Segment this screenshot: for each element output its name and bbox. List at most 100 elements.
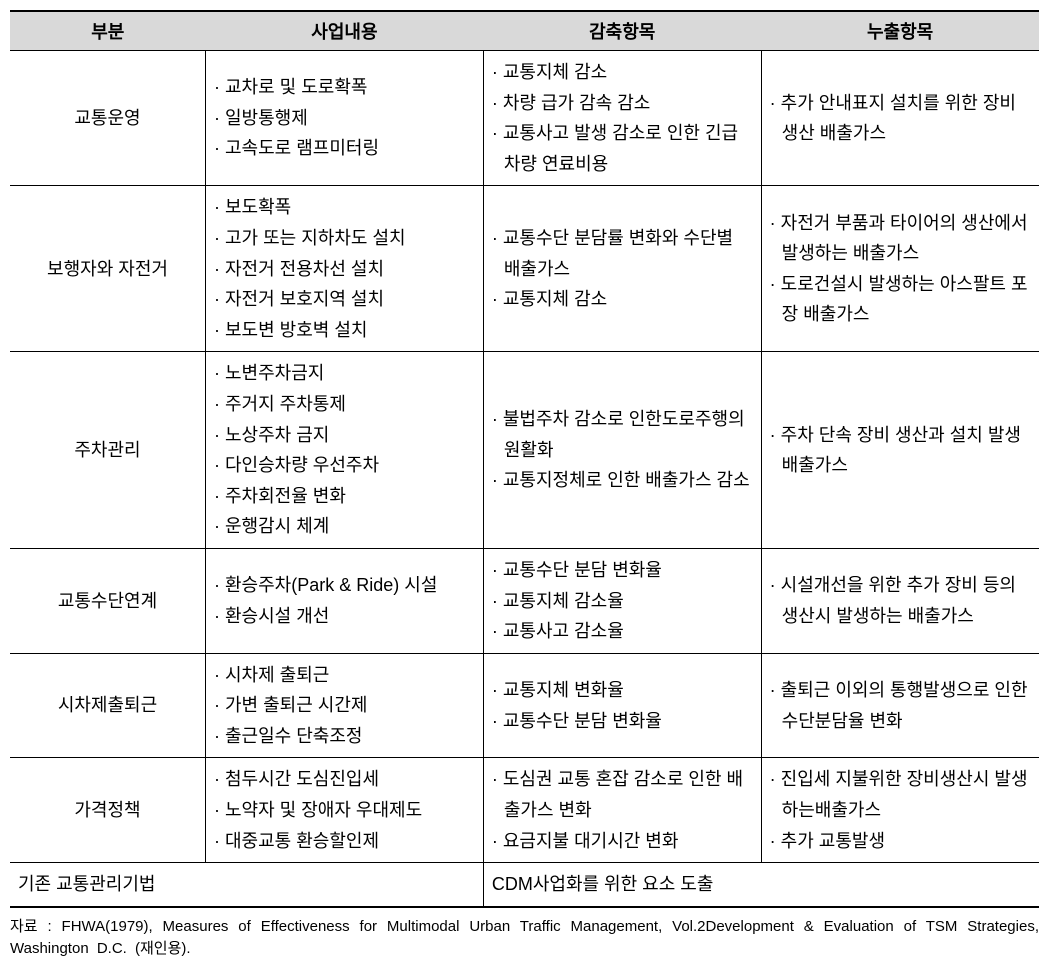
content-text: 보도확폭 — [225, 197, 291, 217]
bullet-icon: · — [770, 93, 781, 113]
content-text: 환승시설 개선 — [225, 606, 329, 626]
content-text: 출근일수 단축조정 — [225, 726, 362, 746]
bullet-icon: · — [492, 62, 503, 82]
reduction-text: 교통지체 변화율 — [503, 680, 624, 700]
content-text: 대중교통 환승할인제 — [225, 831, 379, 851]
content-text: 자전거 전용차선 설치 — [225, 259, 384, 279]
emission-item: · 자전거 부품과 타이어의 생산에서 발생하는 배출가스 — [770, 208, 1031, 269]
category-cell: 시차제출퇴근 — [10, 653, 206, 758]
reduction-item: · 요금지불 대기시간 변화 — [492, 826, 753, 857]
bullet-icon: · — [492, 680, 503, 700]
emission-text: 자전거 부품과 타이어의 생산에서 발생하는 배출가스 — [781, 213, 1028, 264]
content-item: · 시차제 출퇴근 — [214, 660, 475, 691]
content-cell: · 노변주차금지· 주거지 주차통제· 노상주차 금지· 다인승차량 우선주차·… — [206, 352, 484, 549]
content-item: · 노상주차 금지 — [214, 420, 475, 451]
content-item: · 주차회전율 변화 — [214, 481, 475, 512]
header-category: 부분 — [10, 11, 206, 51]
bullet-icon: · — [214, 486, 225, 506]
content-item: · 보도변 방호벽 설치 — [214, 315, 475, 346]
footer-left-cell: 기존 교통관리기법 — [10, 863, 483, 907]
content-text: 노상주차 금지 — [225, 425, 329, 445]
reduction-item: · 교통수단 분담률 변화와 수단별 배출가스 — [492, 223, 753, 284]
content-text: 노약자 및 장애자 우대제도 — [225, 800, 422, 820]
content-item: · 주거지 주차통제 — [214, 389, 475, 420]
emission-cell: · 추가 안내표지 설치를 위한 장비 생산 배출가스 — [761, 51, 1039, 186]
content-item: · 환승시설 개선 — [214, 601, 475, 632]
content-text: 노변주차금지 — [225, 363, 324, 383]
bullet-icon: · — [214, 516, 225, 536]
bullet-icon: · — [492, 621, 503, 641]
bullet-icon: · — [214, 228, 225, 248]
content-text: 일방통행제 — [225, 108, 308, 128]
reduction-text: 교통지정체로 인한 배출가스 감소 — [503, 470, 750, 490]
bullet-icon: · — [214, 320, 225, 340]
bullet-icon: · — [770, 425, 781, 445]
reduction-text: 도심권 교통 혼잡 감소로 인한 배출가스 변화 — [503, 769, 743, 820]
emission-text: 출퇴근 이외의 통행발생으로 인한 수단분담율 변화 — [781, 680, 1028, 731]
content-cell: · 환승주차(Park & Ride) 시설· 환승시설 개선 — [206, 548, 484, 653]
content-text: 시차제 출퇴근 — [225, 665, 329, 685]
reduction-text: 교통지체 감소 — [503, 289, 607, 309]
content-item: · 노약자 및 장애자 우대제도 — [214, 795, 475, 826]
bullet-icon: · — [770, 769, 781, 789]
reduction-item: · 교통수단 분담 변화율 — [492, 706, 753, 737]
footer-right-cell: CDM사업화를 위한 요소 도출 — [483, 863, 1039, 907]
content-text: 환승주차(Park & Ride) 시설 — [225, 575, 437, 595]
bullet-icon: · — [492, 711, 503, 731]
content-text: 고속도로 램프미터링 — [225, 138, 379, 158]
table-row: 가격정책· 첨두시간 도심진입세· 노약자 및 장애자 우대제도· 대중교통 환… — [10, 758, 1039, 863]
header-row: 부분 사업내용 감축항목 누출항목 — [10, 11, 1039, 51]
reduction-text: 요금지불 대기시간 변화 — [503, 831, 679, 851]
bullet-icon: · — [214, 695, 225, 715]
reduction-text: 교통사고 발생 감소로 인한 긴급차량 연료비용 — [503, 123, 738, 174]
content-item: · 다인승차량 우선주차 — [214, 450, 475, 481]
emission-cell: · 시설개선을 위한 추가 장비 등의 생산시 발생하는 배출가스 — [761, 548, 1039, 653]
category-cell: 가격정책 — [10, 758, 206, 863]
bullet-icon: · — [492, 560, 503, 580]
content-item: · 보도확폭 — [214, 192, 475, 223]
bullet-icon: · — [214, 363, 225, 383]
category-cell: 교통수단연계 — [10, 548, 206, 653]
content-text: 주차회전율 변화 — [225, 486, 346, 506]
reduction-text: 교통수단 분담 변화율 — [503, 560, 662, 580]
content-item: · 고가 또는 지하차도 설치 — [214, 223, 475, 254]
bullet-icon: · — [492, 93, 503, 113]
content-text: 다인승차량 우선주차 — [225, 455, 379, 475]
reduction-cell: · 교통지체 감소· 차량 급가 감속 감소· 교통사고 발생 감소로 인한 긴… — [483, 51, 761, 186]
content-cell: · 교차로 및 도로확폭 · 일방통행제· 고속도로 램프미터링 — [206, 51, 484, 186]
reduction-item: · 교통사고 발생 감소로 인한 긴급차량 연료비용 — [492, 118, 753, 179]
bullet-icon: · — [492, 289, 503, 309]
table-row: 교통운영· 교차로 및 도로확폭· 일방통행제· 고속도로 램프미터링· 교통지… — [10, 51, 1039, 186]
reduction-item: · 교통지체 변화율 — [492, 675, 753, 706]
emission-item: · 추가 교통발생 — [770, 826, 1031, 857]
bullet-icon: · — [214, 108, 225, 128]
bullet-icon: · — [492, 409, 503, 429]
emission-item: · 주차 단속 장비 생산과 설치 발생 배출가스 — [770, 420, 1031, 481]
reduction-item: · 교통수단 분담 변화율 — [492, 555, 753, 586]
header-emission: 누출항목 — [761, 11, 1039, 51]
bullet-icon: · — [214, 138, 225, 158]
bullet-icon: · — [214, 394, 225, 414]
header-content: 사업내용 — [206, 11, 484, 51]
reduction-text: 교통수단 분담률 변화와 수단별 배출가스 — [503, 228, 733, 279]
reduction-item: · 차량 급가 감속 감소 — [492, 88, 753, 119]
bullet-icon: · — [214, 726, 225, 746]
content-item: · 운행감시 체계 — [214, 511, 475, 542]
bullet-icon: · — [214, 455, 225, 475]
emission-text: 주차 단속 장비 생산과 설치 발생 배출가스 — [781, 425, 1021, 476]
reduction-item: · 교통지체 감소율 — [492, 586, 753, 617]
reduction-text: 교통사고 감소율 — [503, 621, 624, 641]
emission-text: 진입세 지불위한 장비생산시 발생하는배출가스 — [781, 769, 1028, 820]
content-text: 자전거 보호지역 설치 — [225, 289, 384, 309]
content-item: · 첨두시간 도심진입세 — [214, 764, 475, 795]
emission-item: · 시설개선을 위한 추가 장비 등의 생산시 발생하는 배출가스 — [770, 570, 1031, 631]
bullet-icon: · — [214, 425, 225, 445]
bullet-icon: · — [770, 213, 781, 233]
category-cell: 보행자와 자전거 — [10, 186, 206, 352]
bullet-icon: · — [492, 123, 503, 143]
content-item: · 교차로 및 도로확폭 — [214, 72, 475, 103]
bullet-icon: · — [492, 470, 503, 490]
source-citation: 자료 : FHWA(1979), Measures of Effectivene… — [10, 916, 1039, 961]
reduction-item: · 교통지정체로 인한 배출가스 감소 — [492, 465, 753, 496]
bullet-icon: · — [492, 769, 503, 789]
